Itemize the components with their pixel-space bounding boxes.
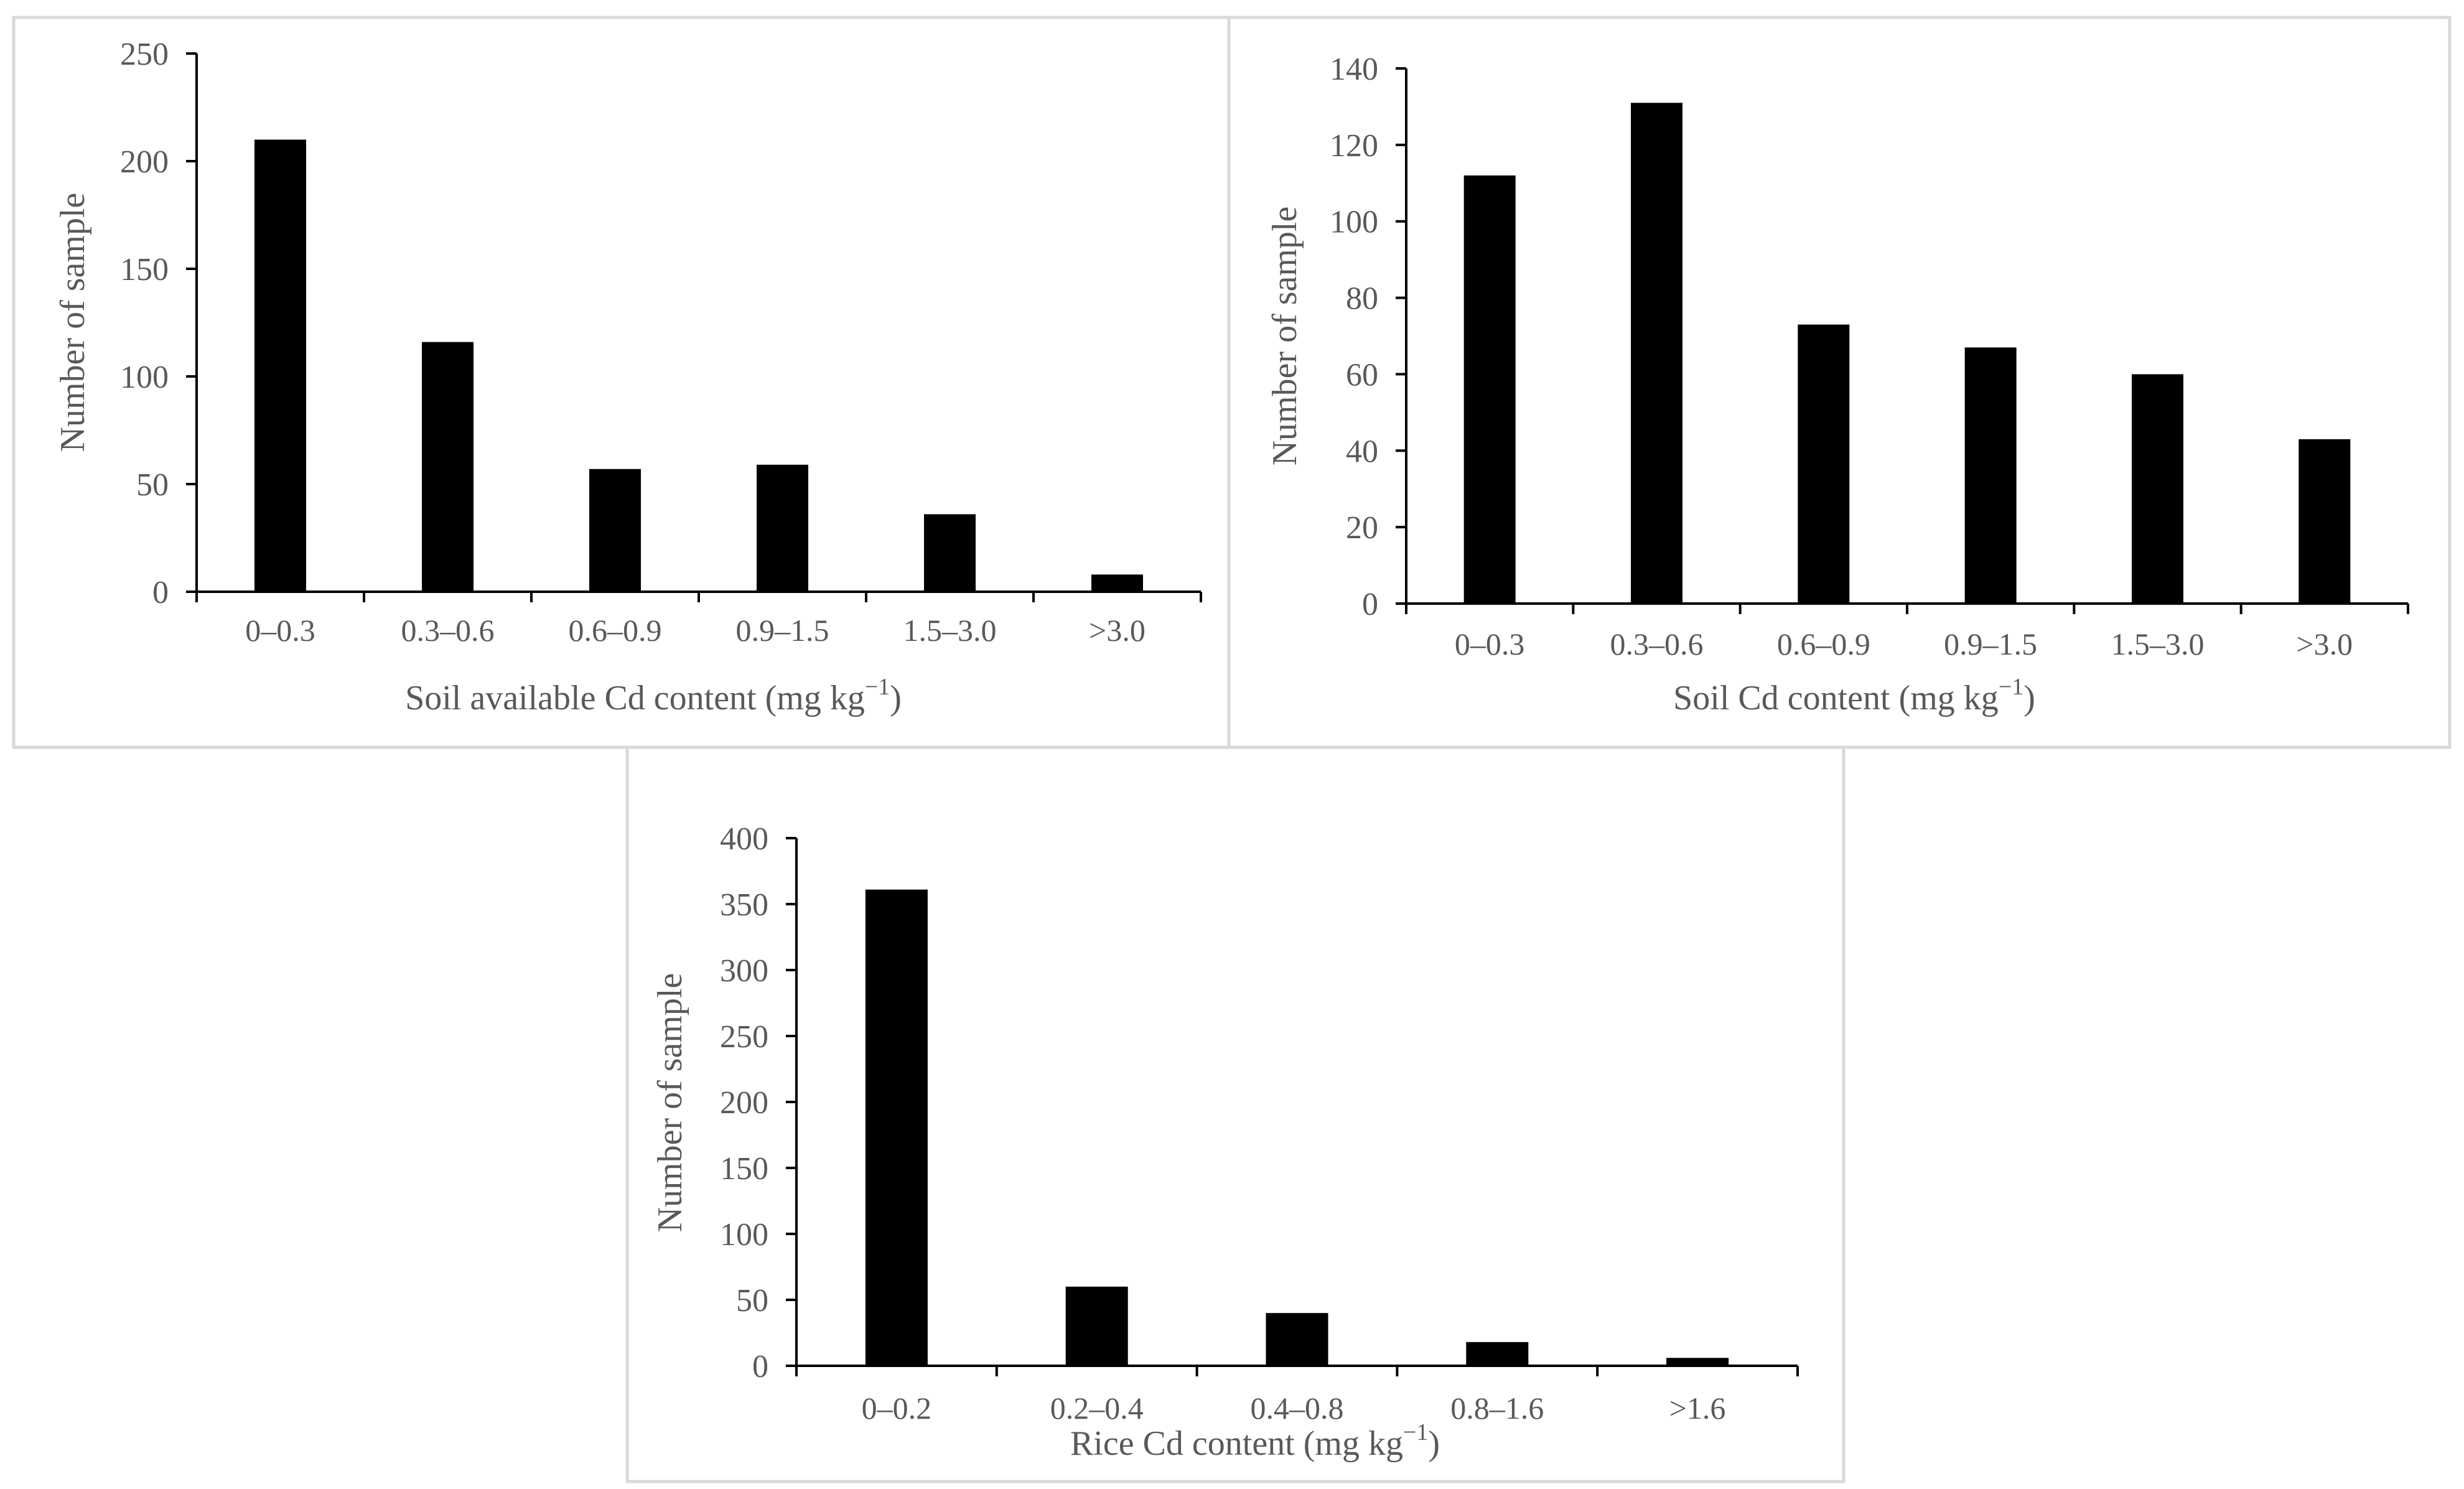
bars xyxy=(865,889,1729,1366)
x-axis-ticks: 0–0.3 0.3–0.6 0.6–0.9 0.9–1.5 1.5–3.0 >3.0 xyxy=(1405,604,2409,661)
y-tick-label: 0 xyxy=(1362,587,1378,622)
bars xyxy=(1463,103,2351,604)
y-tick-label: 250 xyxy=(720,1019,768,1055)
y-tick-label: 50 xyxy=(136,467,169,503)
bar xyxy=(254,139,306,592)
bar xyxy=(2298,439,2351,604)
y-tick-label: 140 xyxy=(1330,52,1378,87)
bars xyxy=(254,139,1143,592)
x-tick-label: 1.5–3.0 xyxy=(903,613,997,648)
bar xyxy=(865,889,928,1366)
y-tick-label: 60 xyxy=(1346,357,1378,393)
x-axis-ticks: 0–0.2 0.2–0.4 0.4–0.8 0.8–1.6 >1.6 xyxy=(795,1366,1799,1426)
panel-frame-rice-cd xyxy=(625,745,1846,1483)
x-tick-label: 0.9–1.5 xyxy=(736,613,829,648)
x-tick-label: >1.6 xyxy=(1669,1391,1726,1426)
y-tick-label: 300 xyxy=(720,953,768,989)
bar xyxy=(2132,374,2183,604)
x-tick-label: 1.5–3.0 xyxy=(2111,627,2205,661)
y-tick-label: 120 xyxy=(1330,128,1378,164)
y-axis-label: Number of sample xyxy=(651,973,689,1233)
x-axis-label: Soil Cd content (mg kg−1) xyxy=(1673,674,2035,717)
bar xyxy=(1666,1358,1729,1366)
x-tick-label: >3.0 xyxy=(2296,627,2353,661)
x-tick-label: 0.2–0.4 xyxy=(1050,1391,1144,1426)
y-tick-label: 150 xyxy=(120,252,169,287)
bar xyxy=(1266,1313,1328,1366)
bar xyxy=(1964,347,2017,604)
y-tick-label: 100 xyxy=(720,1217,768,1253)
chart-rice-cd: 0 50 100 150 200 250 300 350 400 0–0.2 0.2–0.4 0.4… xyxy=(651,821,1799,1463)
x-tick-label: >3.0 xyxy=(1089,613,1146,648)
x-tick-label: 0.4–0.8 xyxy=(1251,1391,1344,1426)
y-tick-label: 20 xyxy=(1346,510,1378,546)
x-axis-label-text: Soil available Cd content (mg kg xyxy=(405,679,865,717)
x-axis-label: Soil available Cd content (mg kg−1) xyxy=(405,674,902,717)
chart-soil-cd: 0 20 40 60 80 100 120 140 0–0.3 0.3–0.6 0.6–0.9 0.… xyxy=(1266,52,2409,717)
y-axis-label: Number of sample xyxy=(1266,207,1304,466)
y-tick-label: 50 xyxy=(736,1283,768,1319)
bar xyxy=(757,464,808,592)
x-axis-label: Rice Cd content (mg kg−1) xyxy=(1070,1419,1440,1463)
y-axis-label: Number of sample xyxy=(54,193,92,452)
panel-frame-soil-available-cd xyxy=(12,16,1231,749)
x-tick-label: 0.3–0.6 xyxy=(1610,627,1704,661)
y-tick-label: 40 xyxy=(1346,434,1378,469)
bar xyxy=(1631,103,1682,604)
bar xyxy=(589,469,641,592)
bar xyxy=(1091,574,1143,592)
x-axis-label-close: ) xyxy=(890,679,902,717)
y-tick-label: 150 xyxy=(720,1151,768,1187)
y-tick-label: 350 xyxy=(720,887,768,923)
bar xyxy=(422,342,474,592)
x-axis-label-unit-exponent: −1 xyxy=(1999,674,2023,700)
y-tick-label: 250 xyxy=(120,37,169,72)
y-tick-label: 100 xyxy=(120,360,169,395)
x-axis-label-text: Soil Cd content (mg kg xyxy=(1673,679,1999,717)
y-axis-ticks: 0 20 40 60 80 100 120 140 xyxy=(1330,52,1406,622)
y-axis-ticks: 0 50 100 150 200 250 300 350 400 xyxy=(720,821,796,1384)
x-axis-label-text: Rice Cd content (mg kg xyxy=(1070,1424,1403,1463)
y-tick-label: 80 xyxy=(1346,281,1378,317)
x-tick-label: 0–0.3 xyxy=(245,613,315,648)
x-tick-label: 0–0.2 xyxy=(862,1391,932,1426)
x-tick-label: 0.8–1.6 xyxy=(1450,1391,1544,1426)
x-tick-label: 0.9–1.5 xyxy=(1944,627,2037,661)
bar xyxy=(1065,1286,1128,1366)
x-axis-label-unit-exponent: −1 xyxy=(1403,1419,1428,1445)
x-axis-ticks: 0–0.3 0.3–0.6 0.6–0.9 0.9–1.5 1.5–3.0 >3.0 xyxy=(195,592,1202,648)
x-tick-label: 0.3–0.6 xyxy=(401,613,495,648)
bar xyxy=(924,514,976,592)
x-axis-label-close: ) xyxy=(1428,1424,1440,1463)
y-tick-label: 400 xyxy=(720,821,768,857)
x-tick-label: 0–0.3 xyxy=(1455,627,1525,661)
y-tick-label: 0 xyxy=(152,575,169,610)
y-axis-ticks: 0 50 100 150 200 250 xyxy=(120,37,197,610)
y-tick-label: 200 xyxy=(120,144,169,180)
chart-soil-available-cd: 0 50 100 150 200 250 0–0.3 0.3–0.6 0.6–0.9 0.9–1… xyxy=(54,37,1202,717)
x-axis-label-unit-exponent: −1 xyxy=(865,674,890,700)
x-axis-label-close: ) xyxy=(2023,679,2035,717)
y-tick-label: 100 xyxy=(1330,205,1378,240)
x-tick-label: 0.6–0.9 xyxy=(569,613,662,648)
bar xyxy=(1798,324,1850,604)
y-tick-label: 0 xyxy=(752,1349,768,1384)
x-tick-label: 0.6–0.9 xyxy=(1777,627,1870,661)
bar xyxy=(1466,1342,1529,1366)
y-tick-label: 200 xyxy=(720,1085,768,1121)
bar xyxy=(1463,175,1516,604)
